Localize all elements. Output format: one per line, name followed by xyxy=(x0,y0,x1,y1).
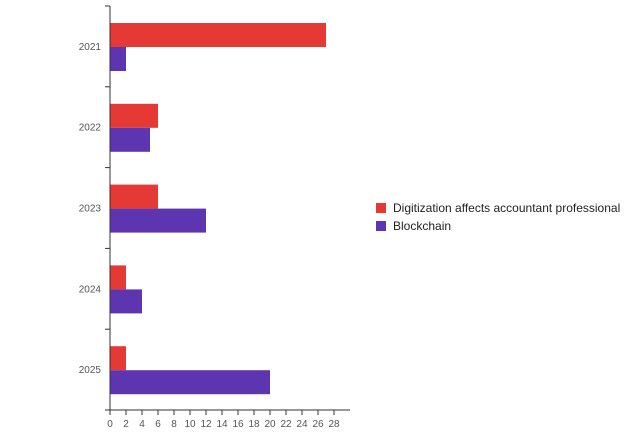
bar-2024-series-2 xyxy=(110,289,142,314)
bar-2024-series-1 xyxy=(110,265,126,290)
y-tick-label-2021: 2021 xyxy=(79,42,102,53)
x-tick-label-10: 10 xyxy=(184,419,196,430)
x-tick-label-26: 26 xyxy=(312,419,324,430)
y-tick-label-2025: 2025 xyxy=(79,365,102,376)
chart-legend: Digitization affects accountant professi… xyxy=(376,199,620,235)
bar-2025-series-2 xyxy=(110,370,270,395)
x-tick-label-14: 14 xyxy=(216,419,228,430)
legend-label-series-1: Digitization affects accountant professi… xyxy=(393,201,621,215)
bar-2022-series-1 xyxy=(110,103,158,128)
x-tick-label-16: 16 xyxy=(232,419,244,430)
bar-2023-series-1 xyxy=(110,184,158,209)
legend-swatch-series-1 xyxy=(376,203,386,213)
legend-item-series-1: Digitization affects accountant professi… xyxy=(376,199,620,217)
y-tick-label-2022: 2022 xyxy=(79,123,102,134)
x-tick-label-0: 0 xyxy=(107,419,113,430)
bar-2025-series-1 xyxy=(110,346,126,371)
bar-2022-series-2 xyxy=(110,127,150,152)
x-tick-label-20: 20 xyxy=(264,419,276,430)
bar-2021-series-2 xyxy=(110,47,126,71)
x-tick-label-6: 6 xyxy=(155,419,161,430)
bars-layer xyxy=(110,23,326,395)
x-tick-label-28: 28 xyxy=(328,419,340,430)
bar-2021-series-1 xyxy=(110,23,326,47)
legend-swatch-series-2 xyxy=(376,221,386,231)
legend-label-series-2: Blockchain xyxy=(393,219,452,233)
y-tick-label-2023: 2023 xyxy=(79,204,102,215)
y-tick-label-2024: 2024 xyxy=(79,284,102,295)
x-tick-label-24: 24 xyxy=(296,419,308,430)
x-tick-label-18: 18 xyxy=(248,419,260,430)
legend-item-series-2: Blockchain xyxy=(376,217,620,235)
bar-2023-series-2 xyxy=(110,208,206,233)
x-tick-label-2: 2 xyxy=(123,419,129,430)
x-tick-label-12: 12 xyxy=(200,419,212,430)
x-tick-label-22: 22 xyxy=(280,419,292,430)
x-tick-label-8: 8 xyxy=(171,419,177,430)
x-tick-label-4: 4 xyxy=(139,419,145,430)
